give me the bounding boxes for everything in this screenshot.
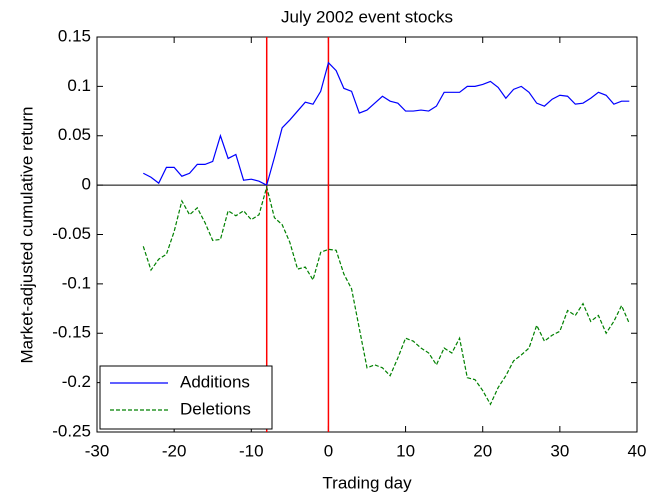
y-tick-label: -0.05 [52,224,91,243]
series-line [142,184,630,406]
x-tick-label: -20 [162,441,187,460]
y-axis-label: Market-adjusted cumulative return [17,106,36,363]
x-axis-label: Trading day [322,473,412,492]
legend-box [99,365,273,430]
x-tick-label: 20 [473,441,492,460]
y-tick-label: -0.2 [62,372,91,391]
y-tick-label: 0.05 [58,125,91,144]
y-tick-label: -0.15 [52,323,91,342]
y-tick-label: -0.25 [52,421,91,440]
x-tick-label: 10 [396,441,415,460]
x-tick-label: 0 [324,441,333,460]
chart-title: July 2002 event stocks [281,7,453,26]
legend-label: Deletions [180,399,251,418]
y-tick-label: 0 [82,175,91,194]
y-tick-label: 0.15 [58,26,91,45]
x-tick-label: 40 [628,441,647,460]
legend-label: Additions [180,372,250,391]
y-tick-label: -0.1 [62,273,91,292]
x-tick-label: 30 [550,441,569,460]
series-line [143,61,630,186]
x-tick-label: -30 [85,441,110,460]
x-tick-label: -10 [239,441,264,460]
y-tick-label: 0.1 [67,76,91,95]
